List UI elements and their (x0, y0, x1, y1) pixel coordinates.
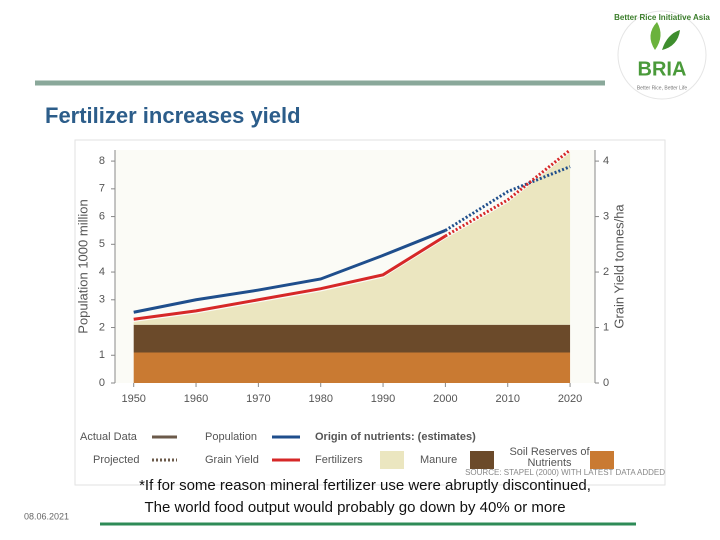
y2-tick-label: 2 (603, 266, 609, 278)
area (133, 152, 571, 325)
logo-leaf (650, 22, 661, 50)
line (444, 165, 571, 232)
area (133, 324, 571, 353)
legend-label: Grain Yield (205, 454, 259, 466)
footnote: *If for some reason mineral fertilizer u… (139, 477, 591, 494)
x-tick-label: 1950 (121, 393, 145, 405)
y-tick-label: 1 (99, 349, 105, 361)
legend-label: Fertilizers (315, 454, 363, 466)
y-tick-label: 0 (99, 377, 105, 389)
line (444, 148, 572, 238)
y-tick-label: 6 (99, 210, 105, 222)
y2-tick-label: 4 (603, 155, 609, 167)
x-tick-label: 1960 (184, 393, 208, 405)
legend-title: Origin of nutrients: (estimates) (315, 431, 476, 443)
x-tick-label: 2000 (433, 393, 457, 405)
logo-leaf (662, 30, 680, 50)
logo-arc-text: Better Rice Initiative Asia (614, 13, 710, 22)
y-tick-label: 2 (99, 321, 105, 333)
logo-tagline: Better Rice, Better Life (637, 85, 688, 91)
y-tick-label: 5 (99, 238, 105, 250)
legend-swatch (380, 451, 404, 469)
y2-axis-title: Grain Yield tonnes/ha (611, 204, 626, 329)
x-tick-label: 1990 (371, 393, 395, 405)
y2-tick-label: 1 (603, 321, 609, 333)
line (133, 234, 447, 321)
x-tick-label: 2020 (558, 393, 582, 405)
x-tick-label: 2010 (495, 393, 519, 405)
y-tick-label: 8 (99, 155, 105, 167)
legend-label: Projected (93, 454, 139, 466)
slide-title: Fertilizer increases yield (45, 103, 301, 128)
source: SOURCE: STAPEL (2000) WITH LATEST DATA A… (465, 468, 665, 477)
legend-label: Manure (420, 454, 457, 466)
legend-label: Population (205, 431, 257, 443)
x-tick-label: 1980 (308, 393, 332, 405)
x-tick-label: 1970 (246, 393, 270, 405)
legend-label: Actual Data (80, 431, 138, 443)
legend-label: Soil Reserves of Nutrients (509, 446, 590, 469)
y-tick-label: 7 (99, 183, 105, 195)
y-tick-label: 4 (99, 266, 105, 278)
y2-tick-label: 3 (603, 210, 609, 222)
y-tick-label: 3 (99, 294, 105, 306)
y2-tick-label: 0 (603, 377, 609, 389)
logo-ring (617, 10, 707, 100)
y-axis-title: Population 1000 million (75, 199, 90, 333)
area (133, 352, 571, 383)
logo-name: BRIA (638, 58, 687, 80)
legend-swatch (470, 451, 494, 469)
line (133, 229, 446, 314)
date: 08.06.2021 (24, 511, 69, 521)
footnote: The world food output would probably go … (144, 499, 565, 516)
legend-swatch (590, 451, 614, 469)
